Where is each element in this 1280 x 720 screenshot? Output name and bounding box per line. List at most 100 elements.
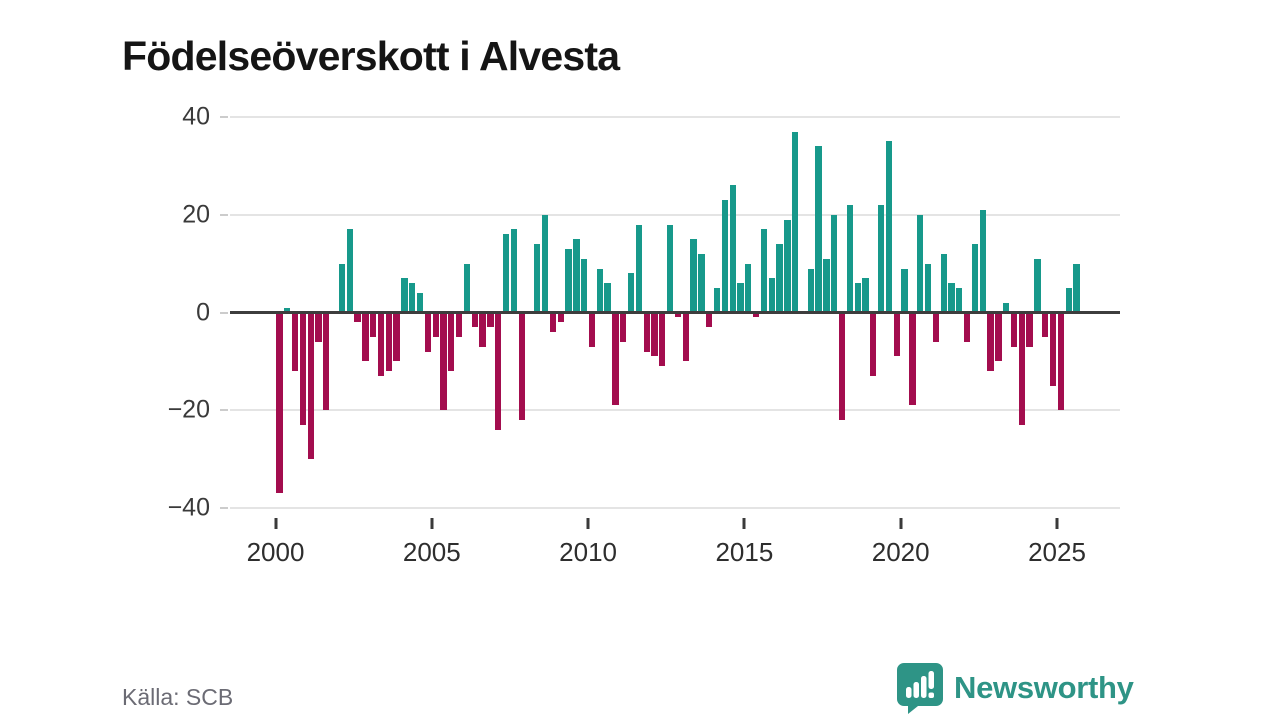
bar-2004q1 xyxy=(401,278,408,313)
gridline xyxy=(230,507,1120,509)
bar-2023q2 xyxy=(1003,302,1010,313)
bar-2009q1 xyxy=(557,312,564,323)
bar-2002q2 xyxy=(346,229,353,313)
bar-2010q2 xyxy=(596,268,603,313)
bar-2011q2 xyxy=(627,273,635,313)
brand-logo: Newsworthy xyxy=(896,662,1134,714)
bar-2025q2 xyxy=(1065,288,1072,313)
bar-2005q1 xyxy=(432,312,439,337)
bar-2013q1 xyxy=(682,312,689,362)
bar-2003q1 xyxy=(370,312,377,337)
bar-2003q2 xyxy=(377,312,385,377)
bar-2011q1 xyxy=(620,312,627,342)
newsworthy-speech-bubble-chart-icon xyxy=(896,662,944,714)
bar-2021q3 xyxy=(948,283,955,313)
y-tick-label: −40 xyxy=(167,493,210,522)
x-tick-label-2010: 2010 xyxy=(559,537,618,567)
bar-2004q2 xyxy=(409,283,416,313)
bar-2020q2 xyxy=(909,312,916,406)
bar-2019q3 xyxy=(885,141,893,313)
brand-name: Newsworthy xyxy=(954,670,1134,705)
bar-2000q4 xyxy=(299,312,306,425)
bar-2014q3 xyxy=(729,185,736,313)
x-tick-mark xyxy=(274,518,277,529)
bar-2009q4 xyxy=(581,258,588,313)
bar-2012q1 xyxy=(651,312,658,357)
x-tick-mark xyxy=(430,518,434,529)
bar-2011q4 xyxy=(643,312,650,352)
bar-2019q4 xyxy=(893,312,900,357)
bar-2006q2 xyxy=(471,312,478,328)
bar-2023q4 xyxy=(1018,312,1025,425)
gridline xyxy=(230,213,1120,216)
bar-2014q2 xyxy=(721,200,728,313)
bar-2023q1 xyxy=(995,312,1002,362)
x-tick-label-2000: 2000 xyxy=(246,537,305,567)
y-tick-label: 20 xyxy=(182,200,210,229)
bar-2007q4 xyxy=(518,312,525,421)
bar-2015q4 xyxy=(768,278,775,313)
y-axis-labels: 40 20 0 −20 −40 xyxy=(118,103,210,522)
bar-2021q2 xyxy=(940,253,947,313)
y-tick-mark xyxy=(220,116,228,118)
bar-2013q3 xyxy=(698,253,705,313)
bar-2015q2 xyxy=(752,312,760,318)
x-tick-label-2025: 2025 xyxy=(1028,537,1086,567)
bar-2017q1 xyxy=(807,268,814,313)
bar-2013q2 xyxy=(690,239,697,313)
bar-2025q1 xyxy=(1057,312,1065,411)
y-tick-mark xyxy=(220,311,228,314)
bar-2024q2 xyxy=(1034,258,1041,313)
bar-2006q3 xyxy=(479,312,486,347)
bar-2023q3 xyxy=(1010,312,1018,347)
bar-2008q2 xyxy=(534,244,541,313)
bar-2006q1 xyxy=(463,263,471,313)
x-tick-mark xyxy=(1055,518,1059,529)
bar-2000q1 xyxy=(276,312,283,494)
bar-2001q1 xyxy=(307,312,314,460)
bar-2020q1 xyxy=(901,268,908,313)
bar-2012q2 xyxy=(659,312,666,367)
bar-2010q1 xyxy=(588,312,596,347)
x-tick-label-2020: 2020 xyxy=(871,537,930,567)
bar-2018q4 xyxy=(862,278,869,313)
bar-2002q3 xyxy=(354,312,361,323)
y-tick-mark xyxy=(220,507,228,509)
bar-2018q3 xyxy=(854,283,861,313)
x-tick-label-2015: 2015 xyxy=(715,537,774,567)
bar-2013q4 xyxy=(706,312,713,328)
bar-2021q4 xyxy=(956,288,963,313)
bar-2002q1 xyxy=(338,263,346,313)
bar-2004q3 xyxy=(416,292,424,313)
bar-2011q3 xyxy=(635,224,643,313)
bar-2015q3 xyxy=(760,229,768,313)
gridline xyxy=(230,116,1120,118)
bar-2022q3 xyxy=(979,209,986,313)
source-caption: Källa: SCB xyxy=(122,684,234,710)
bar-2002q4 xyxy=(362,312,369,362)
y-tick-mark xyxy=(220,409,228,412)
bar-2003q4 xyxy=(393,312,400,362)
bar-2024q4 xyxy=(1049,312,1057,386)
gridline xyxy=(230,409,1120,412)
bar-2009q3 xyxy=(573,239,580,313)
bar-2017q2 xyxy=(815,146,822,313)
bar-2019q2 xyxy=(878,204,885,313)
bar-2024q1 xyxy=(1026,312,1033,347)
bar-2022q1 xyxy=(963,312,971,342)
bar-2022q2 xyxy=(971,244,979,313)
bar-2020q3 xyxy=(917,214,924,313)
bar-2001q3 xyxy=(323,312,330,411)
bar-2015q1 xyxy=(745,263,752,313)
bar-2009q2 xyxy=(565,248,572,313)
bar-2005q4 xyxy=(456,312,463,337)
bar-2000q2 xyxy=(284,307,291,313)
bar-2012q4 xyxy=(674,312,682,318)
zero-axis-line xyxy=(230,311,1120,314)
y-tick-label: 40 xyxy=(182,102,210,131)
bar-2016q1 xyxy=(776,244,783,313)
bar-2017q3 xyxy=(823,258,830,313)
bar-2008q3 xyxy=(541,214,549,313)
bar-2022q4 xyxy=(987,312,994,372)
bar-2017q4 xyxy=(831,214,838,313)
